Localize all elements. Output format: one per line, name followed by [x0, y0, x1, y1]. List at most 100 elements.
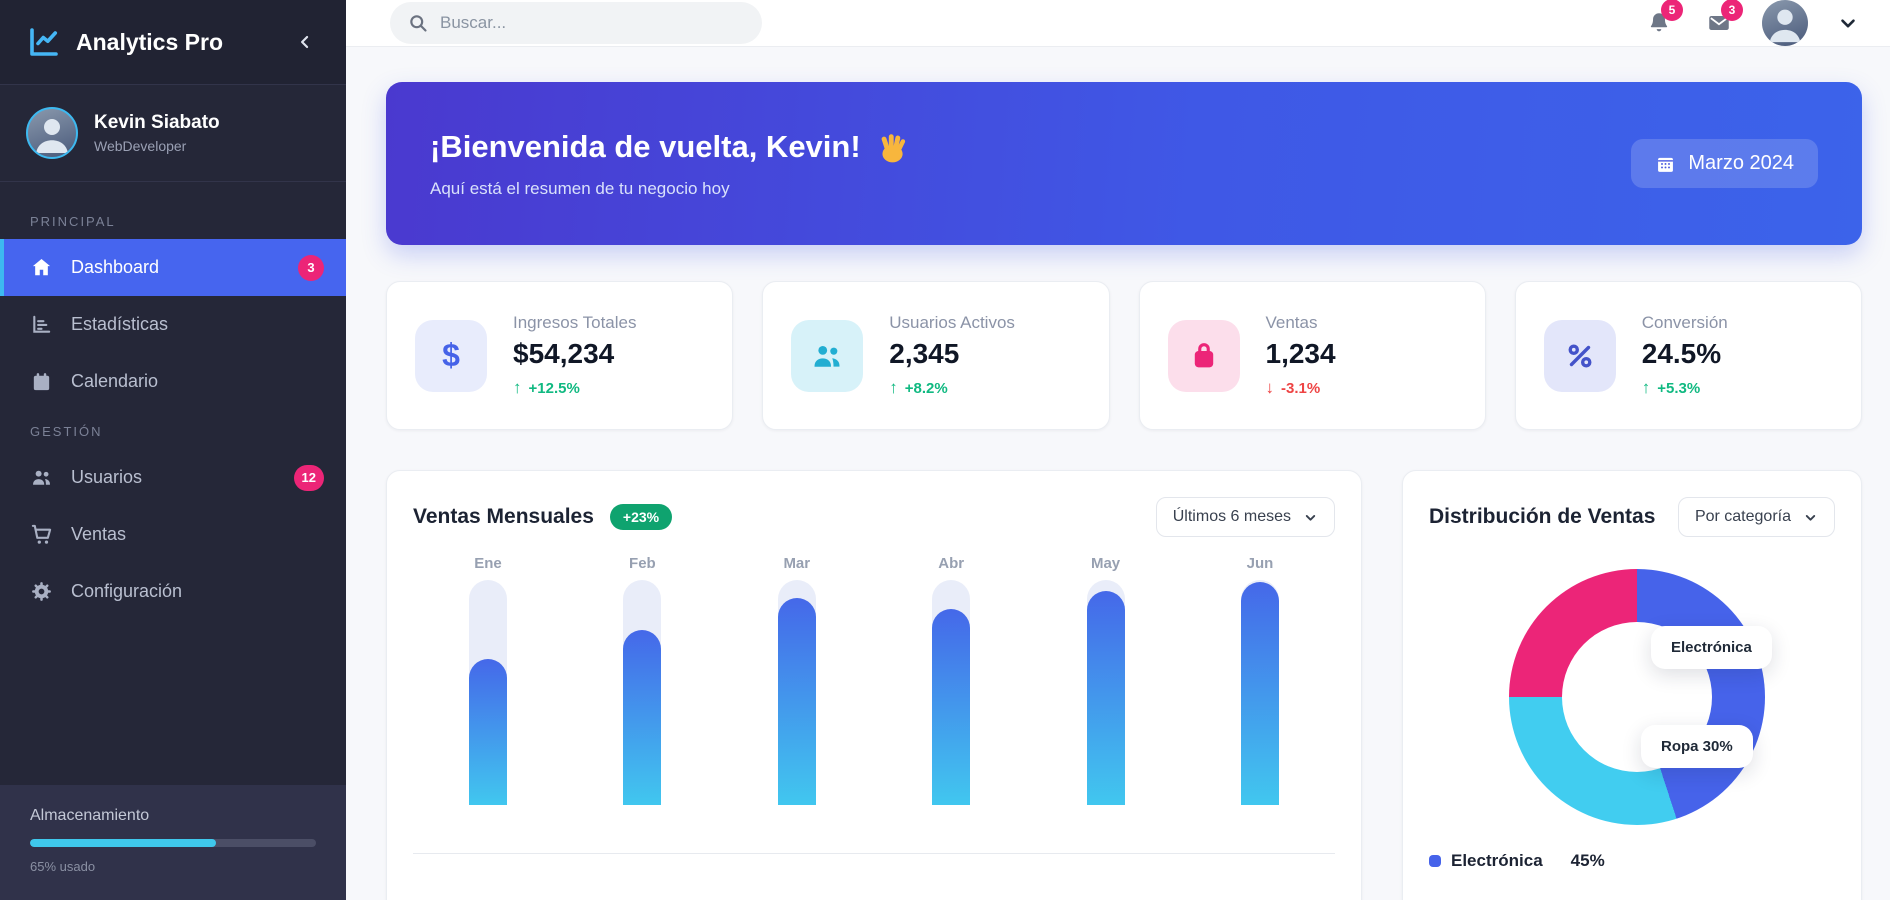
arrow-up-icon: ↑	[1641, 378, 1651, 397]
bar-month-label: Abr	[938, 555, 965, 572]
search-input[interactable]	[440, 13, 744, 33]
bar-fill[interactable]	[469, 658, 507, 805]
storage-progress-fill	[30, 839, 216, 847]
stat-card-ventas: Ventas 1,234 ↓ -3.1%	[1138, 281, 1486, 430]
bar-fill[interactable]	[932, 609, 971, 805]
distribution-title: Distribución de Ventas	[1429, 505, 1656, 528]
stats-icon	[33, 315, 51, 333]
sidebar-item-label: Calendario	[71, 371, 159, 391]
stat-label: Ventas	[1265, 313, 1318, 332]
donut-chart[interactable]	[1509, 569, 1765, 825]
charts-row: Ventas Mensuales +23% Últimos 6 meses En…	[386, 470, 1862, 900]
bar-month-label: Feb	[629, 555, 656, 572]
sidebar-user-card[interactable]: Kevin Siabato WebDeveloper	[0, 85, 346, 182]
storage-progressbar	[30, 839, 316, 847]
bar-fill[interactable]	[1086, 591, 1125, 805]
sidebar-item-label: Configuración	[71, 581, 183, 601]
sidebar-item-label: Usuarios	[71, 467, 143, 487]
stat-change: ↓ -3.1%	[1265, 378, 1321, 397]
stat-label: Usuarios Activos	[889, 313, 1015, 332]
sidebar-item-label: Dashboard	[71, 257, 160, 277]
person-silhouette-icon	[36, 119, 68, 153]
distribution-filter-select[interactable]: Por categoría	[1677, 497, 1835, 537]
sidebar-nav: PRINCIPAL Dashboard 3 Estadísticas Calen…	[0, 182, 346, 620]
cart-icon	[31, 524, 52, 544]
profile-menu-button[interactable]	[1834, 9, 1862, 37]
bar-fill[interactable]	[1240, 582, 1279, 805]
arrow-up-icon: ↑	[513, 378, 522, 397]
bar-track	[1086, 580, 1125, 805]
bar-month-label: Jun	[1246, 555, 1274, 572]
shopping-bag-icon	[1167, 319, 1240, 392]
chart-divider	[413, 853, 1335, 854]
bar-month-label: Ene	[474, 555, 502, 572]
bar-column: Abr	[932, 555, 971, 805]
profile-avatar[interactable]	[1762, 0, 1808, 46]
sidebar-item-estadisticas[interactable]: Estadísticas	[0, 296, 346, 353]
bar-column: Feb	[623, 555, 662, 805]
sidebar-item-ventas[interactable]: Ventas	[0, 506, 346, 563]
app-title: Analytics Pro	[76, 28, 223, 55]
topbar-actions: 5 3	[1642, 0, 1862, 46]
dashboard-badge: 3	[298, 254, 324, 281]
date-button[interactable]: Marzo 2024	[1631, 139, 1818, 188]
stat-value: 1,234	[1265, 338, 1336, 369]
stat-change: ↑ +5.3%	[1641, 378, 1701, 397]
waving-hand-icon	[881, 133, 905, 162]
notifications-badge: 5	[1661, 0, 1683, 21]
monthly-sales-card: Ventas Mensuales +23% Últimos 6 meses En…	[386, 470, 1362, 900]
stat-card-ingresos: $ Ingresos Totales $54,234 ↑ +12.5%	[386, 281, 734, 430]
sidebar-item-dashboard[interactable]: Dashboard 3	[0, 239, 346, 296]
stat-change: ↑ +12.5%	[513, 378, 580, 397]
calendar-icon	[1658, 157, 1674, 172]
percent-icon	[1543, 319, 1616, 392]
topbar: 5 3	[346, 0, 1890, 47]
stats-row: $ Ingresos Totales $54,234 ↑ +12.5% Usuar…	[386, 281, 1862, 430]
bar-track	[1240, 580, 1279, 805]
welcome-subtitle: Aquí está el resumen de tu negocio hoy	[430, 178, 730, 198]
sidebar-header: Analytics Pro	[0, 0, 346, 85]
user-avatar	[26, 107, 78, 159]
date-button-label: Marzo 2024	[1688, 152, 1794, 174]
dollar-icon: $	[415, 319, 487, 392]
messages-badge: 3	[1721, 0, 1743, 21]
bar-track	[932, 580, 971, 805]
chevron-down-icon	[1841, 19, 1855, 28]
nav-section-principal: PRINCIPAL	[30, 214, 116, 229]
users-icon	[791, 319, 864, 392]
stat-value: 2,345	[889, 338, 960, 369]
bar-track	[623, 580, 662, 805]
sidebar-item-calendario[interactable]: Calendario	[0, 353, 346, 410]
sidebar-collapse-button[interactable]	[290, 27, 320, 57]
bar-fill[interactable]	[623, 629, 662, 805]
stat-change: ↑ +8.2%	[889, 378, 948, 397]
stat-value: $54,234	[513, 338, 615, 369]
sales-range-select[interactable]: Últimos 6 meses	[1155, 497, 1335, 537]
bar-column: Jun	[1240, 555, 1279, 805]
bar-track	[469, 580, 507, 805]
sidebar-item-usuarios[interactable]: Usuarios 12	[0, 449, 346, 506]
chevron-left-icon	[301, 35, 309, 49]
bar-column: Mar	[777, 555, 816, 805]
legend-label: Electrónica	[1451, 851, 1543, 870]
notifications-button[interactable]: 5	[1642, 0, 1683, 40]
bar-fill[interactable]	[777, 598, 816, 805]
storage-panel: Almacenamiento 65% usado	[0, 785, 346, 900]
bar-track	[777, 580, 816, 805]
sidebar-item-configuracion[interactable]: Configuración	[0, 563, 346, 620]
sidebar-item-label: Ventas	[71, 524, 127, 544]
sidebar-item-label: Estadísticas	[71, 314, 169, 334]
stat-label: Conversión	[1641, 313, 1728, 332]
logo-chart-icon	[30, 28, 58, 56]
messages-button[interactable]: 3	[1702, 0, 1743, 40]
donut-tooltip-ropa: Ropa 30%	[1641, 725, 1753, 768]
sales-distribution-card: Distribución de Ventas Por categoría Ele…	[1402, 470, 1862, 900]
stat-card-conversion: Conversión 24.5% ↑ +5.3%	[1514, 281, 1862, 430]
bar-column: Ene	[469, 555, 507, 805]
sales-growth-badge: +23%	[609, 504, 673, 530]
search-icon	[410, 15, 427, 32]
bar-month-label: May	[1090, 555, 1121, 572]
legend-value: 45%	[1570, 851, 1605, 870]
arrow-up-icon: ↑	[889, 378, 898, 397]
main-panel: ¡Bienvenida de vuelta, Kevin! Aquí está …	[346, 47, 1890, 900]
